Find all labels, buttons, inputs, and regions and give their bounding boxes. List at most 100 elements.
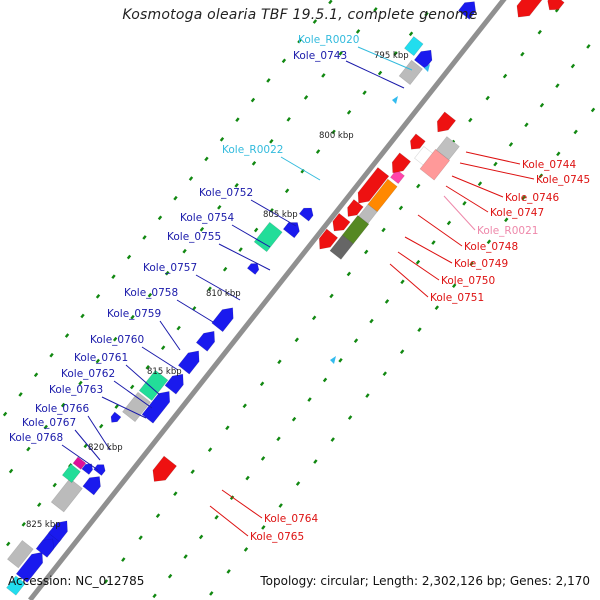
gene-label[interactable]: Kole_0744 (522, 159, 576, 171)
gene-label[interactable]: Kole_R0021 (477, 225, 538, 237)
track-dot (60, 402, 66, 408)
track-dot (49, 352, 54, 358)
track-dot (521, 195, 526, 201)
track-dot (408, 31, 414, 37)
gene-label[interactable]: Kole_0755 (167, 231, 221, 243)
callout-line (159, 320, 181, 351)
callout-line (397, 251, 440, 281)
track-dot (198, 534, 204, 540)
gene-feature (391, 152, 412, 174)
gene-label[interactable]: Kole_0765 (250, 531, 304, 543)
callout-line (209, 505, 249, 537)
track-dot (329, 293, 334, 299)
track-dot (95, 293, 101, 299)
gene-feature (457, 1, 477, 20)
callout-line (113, 380, 153, 409)
track-dot (294, 337, 299, 343)
track-dot (555, 83, 560, 88)
track-dot (251, 161, 257, 166)
track-dot (520, 51, 525, 57)
trna-marker (424, 64, 430, 72)
callout-line (404, 236, 453, 264)
gene-label[interactable]: Kole_R0022 (222, 144, 283, 156)
track-dot (353, 338, 359, 344)
track-dot (269, 139, 274, 144)
gene-label[interactable]: Kole_0764 (264, 513, 318, 525)
gene-label[interactable]: Kole_0746 (505, 192, 559, 204)
gene-feature (357, 167, 390, 204)
callout-line (389, 263, 429, 298)
gene-feature (81, 463, 93, 475)
track-dot (573, 129, 578, 135)
gene-feature (177, 350, 200, 375)
track-dot (165, 270, 170, 276)
gene-label[interactable]: Kole_0750 (441, 275, 495, 287)
track-dot (219, 137, 225, 142)
gene-label[interactable]: Kole_0766 (35, 403, 89, 415)
track-dot (121, 557, 126, 562)
gene-label[interactable]: Kole_0748 (464, 241, 518, 253)
gene-label[interactable]: Kole_0759 (107, 308, 161, 320)
gene-feature (15, 551, 44, 583)
gene-feature (164, 373, 184, 395)
track-dot (37, 502, 42, 508)
track-dot (328, 0, 333, 5)
callout-line (357, 46, 413, 71)
gene-feature (347, 199, 364, 217)
track-dot (207, 447, 213, 453)
gene-feature (413, 49, 433, 70)
track-dot (238, 247, 243, 252)
gene-label[interactable]: Kole_0747 (490, 207, 544, 219)
gene-feature (332, 212, 351, 232)
track-dot (504, 217, 509, 223)
gene-feature (122, 391, 151, 423)
track-dot (539, 102, 545, 108)
track-dot (347, 415, 353, 420)
gene-label[interactable]: Kole_0749 (454, 258, 508, 270)
track-dot (277, 359, 282, 365)
gene-feature (282, 222, 300, 239)
gene-label[interactable]: Kole_0758 (124, 287, 178, 299)
track-dot (276, 436, 281, 442)
callout-line (250, 199, 297, 227)
track-dot (145, 365, 150, 370)
gene-label[interactable]: Kole_0757 (143, 262, 197, 274)
track-dot (570, 63, 576, 69)
track-dot (434, 305, 440, 311)
gene-feature (152, 455, 178, 482)
track-dot (160, 345, 166, 351)
gene-label[interactable]: Kole_0743 (293, 50, 347, 62)
track-dot (424, 11, 429, 17)
track-dot (331, 129, 336, 135)
gene-label[interactable]: Kole_0762 (61, 368, 115, 380)
gene-label[interactable]: Kole_0768 (9, 432, 63, 444)
gene-label[interactable]: Kole_0745 (536, 174, 590, 186)
gene-label[interactable]: Kole_0763 (49, 384, 103, 396)
track-dot (95, 358, 100, 364)
track-dot (346, 271, 352, 277)
track-dot (477, 181, 483, 187)
trna-marker (392, 96, 398, 104)
track-dot (415, 259, 421, 265)
gene-label[interactable]: Kole_0754 (180, 212, 234, 224)
track-dot (524, 122, 529, 128)
track-dot (173, 195, 178, 201)
gene-features (6, 0, 565, 596)
gene-label[interactable]: Kole_0751 (430, 292, 484, 304)
gene-label[interactable]: Kole_0760 (90, 334, 144, 346)
track-dot (586, 44, 591, 49)
gene-label[interactable]: Kole_0767 (22, 417, 76, 429)
track-dot (103, 579, 109, 584)
track-dot (190, 469, 195, 475)
track-dot (284, 188, 290, 194)
gene-label[interactable]: Kole_0761 (74, 352, 128, 364)
track-dot (173, 491, 178, 497)
track-dot (130, 384, 135, 390)
gene-label[interactable]: Kole_R0020 (298, 34, 359, 46)
callout-line (101, 396, 147, 419)
track-dot (556, 151, 561, 157)
track-dot (229, 495, 235, 501)
gene-label[interactable]: Kole_0752 (199, 187, 253, 199)
gene-feature (6, 539, 34, 569)
callout-line (87, 415, 111, 451)
